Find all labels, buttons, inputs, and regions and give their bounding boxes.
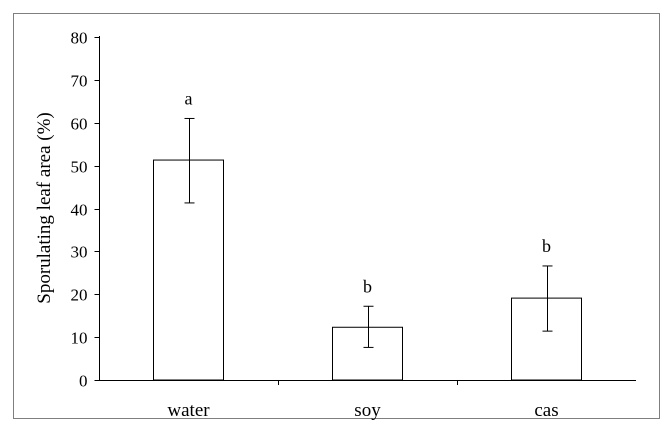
bar-water — [153, 159, 224, 381]
y-tick-label-30: 30 — [71, 243, 88, 262]
significance-label-soy: b — [363, 276, 372, 296]
significance-label-cas: b — [542, 236, 551, 256]
bar-soy — [332, 326, 403, 381]
y-axis-title: Sporulating leaf area (%) — [34, 112, 55, 304]
y-tick-label-20: 20 — [71, 286, 88, 305]
y-tick-label-40: 40 — [71, 201, 88, 220]
bar-cas — [511, 297, 582, 381]
x-tick-label-soy: soy — [354, 400, 381, 421]
y-tick-label-10: 10 — [71, 329, 88, 348]
y-tick-label-80: 80 — [71, 29, 88, 48]
y-tick-label-0: 0 — [79, 372, 88, 391]
x-tick-label-water: water — [167, 400, 210, 421]
y-tick-label-70: 70 — [71, 72, 88, 91]
x-tick-label-cas: cas — [534, 400, 558, 421]
y-tick-label-50: 50 — [71, 158, 88, 177]
y-tick-label-60: 60 — [71, 115, 88, 134]
significance-label-water: a — [185, 88, 193, 108]
